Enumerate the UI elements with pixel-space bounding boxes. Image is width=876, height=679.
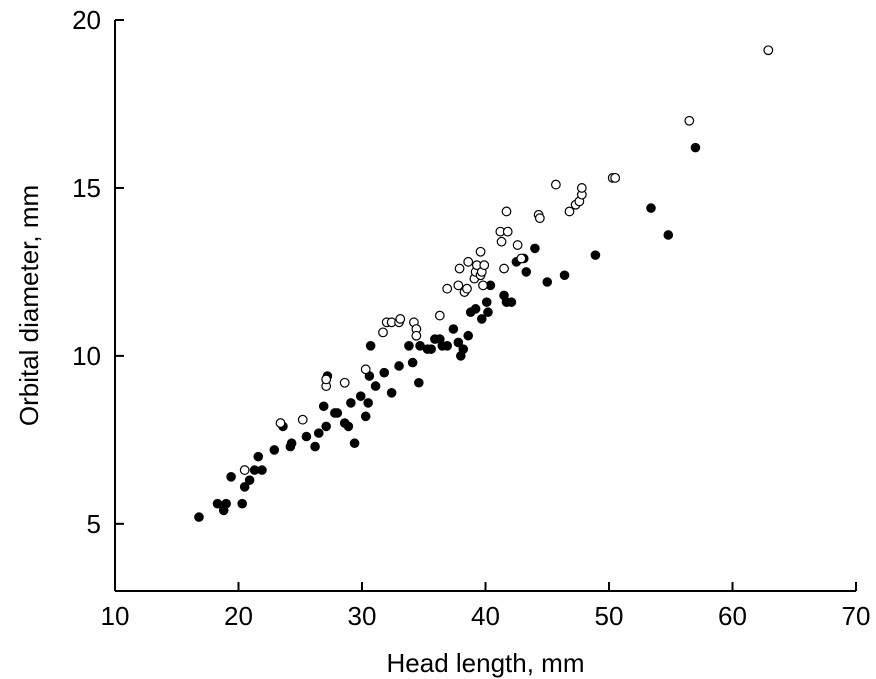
y-tick-label-3: 20: [72, 5, 101, 35]
open-point-4: [321, 374, 332, 385]
open-point-46: [610, 172, 621, 183]
filled-point-16: [310, 441, 320, 452]
open-point-2: [297, 414, 308, 425]
open-point-16: [442, 283, 453, 294]
filled-point-35: [394, 361, 404, 371]
open-point-20: [462, 283, 472, 294]
filled-point-10: [257, 465, 267, 475]
filled-point-49: [458, 344, 469, 354]
x-tick-label-5: 60: [718, 601, 747, 631]
filled-point-32: [370, 381, 381, 391]
filled-point-53: [476, 314, 487, 324]
filled-point-62: [521, 267, 532, 277]
filled-point-67: [646, 203, 656, 213]
filled-point-63: [530, 243, 540, 254]
filled-point-24: [343, 421, 354, 432]
open-point-21: [463, 256, 474, 267]
y-ticks: 5 10 15 20: [72, 5, 124, 539]
y-axis-title: Orbital diameter, mm: [14, 185, 44, 426]
filled-point-17: [313, 428, 324, 438]
y-tick-label-1: 10: [72, 341, 101, 371]
filled-point-52: [470, 304, 481, 314]
filled-point-5: [237, 498, 248, 509]
x-axis-title: Head length, mm: [387, 648, 585, 678]
open-point-35: [512, 240, 523, 250]
open-point-17: [453, 280, 464, 291]
filled-point-25: [346, 398, 356, 408]
filled-point-15: [301, 431, 312, 442]
filled-point-59: [506, 297, 517, 307]
open-point-47: [684, 115, 695, 126]
filled-point-65: [559, 270, 570, 281]
x-tick-label-0: 10: [101, 601, 130, 631]
open-point-40: [564, 206, 575, 217]
filled-point-4: [226, 472, 236, 482]
filled-point-37: [407, 357, 418, 368]
open-point-15: [434, 310, 445, 321]
filled-point-38: [414, 377, 424, 388]
filled-point-34: [386, 388, 397, 398]
filled-point-0: [194, 512, 204, 522]
x-tick-label-1: 20: [224, 601, 253, 631]
filled-point-11: [269, 445, 280, 455]
filled-point-54: [481, 297, 492, 307]
open-point-31: [496, 236, 507, 247]
filled-point-68: [663, 230, 674, 240]
open-point-18: [454, 263, 465, 274]
filled-point-31: [365, 341, 376, 351]
x-tick-label-4: 50: [595, 601, 624, 631]
filled-point-69: [690, 142, 701, 153]
open-point-32: [499, 263, 509, 274]
filled-point-47: [453, 337, 464, 348]
filled-point-22: [332, 408, 343, 418]
open-point-6: [360, 364, 371, 375]
filled-point-26: [349, 438, 360, 449]
open-point-14: [411, 330, 422, 341]
filled-point-1: [212, 498, 223, 509]
filled-point-18: [318, 401, 329, 412]
filled-point-46: [448, 324, 459, 334]
open-point-38: [534, 213, 545, 224]
open-point-44: [576, 183, 587, 193]
x-ticks: 10 20 30 40 50 60 70: [101, 582, 871, 631]
filled-point-41: [426, 344, 436, 354]
x-tick-label-2: 30: [348, 601, 377, 631]
open-point-29: [479, 260, 490, 271]
open-point-48: [763, 45, 774, 56]
filled-point-50: [463, 330, 474, 341]
open-point-33: [501, 206, 512, 217]
open-point-25: [475, 246, 486, 257]
data-points: [194, 45, 774, 522]
open-point-0: [239, 465, 250, 475]
filled-point-64: [542, 277, 553, 287]
filled-point-27: [355, 391, 366, 401]
open-point-28: [478, 280, 488, 291]
open-point-11: [395, 314, 406, 324]
x-tick-label-3: 40: [471, 601, 500, 631]
filled-point-29: [363, 398, 373, 408]
filled-point-14: [286, 438, 297, 449]
filled-point-36: [404, 341, 414, 351]
open-point-34: [502, 226, 513, 237]
filled-point-66: [590, 250, 601, 260]
open-point-5: [339, 377, 350, 388]
x-tick-label-6: 70: [842, 601, 871, 631]
y-tick-label-2: 15: [72, 173, 101, 203]
open-point-1: [275, 418, 286, 428]
open-point-36: [516, 253, 527, 264]
filled-point-19: [321, 421, 331, 432]
open-point-7: [378, 327, 388, 338]
filled-point-33: [379, 367, 390, 378]
filled-point-3: [221, 498, 231, 509]
y-tick-label-0: 5: [87, 509, 101, 539]
filled-point-45: [442, 341, 453, 351]
filled-point-9: [253, 451, 264, 462]
filled-point-6: [239, 482, 250, 492]
filled-point-7: [244, 475, 255, 485]
filled-point-28: [360, 411, 371, 422]
open-point-39: [550, 179, 561, 190]
filled-point-55: [483, 307, 493, 318]
